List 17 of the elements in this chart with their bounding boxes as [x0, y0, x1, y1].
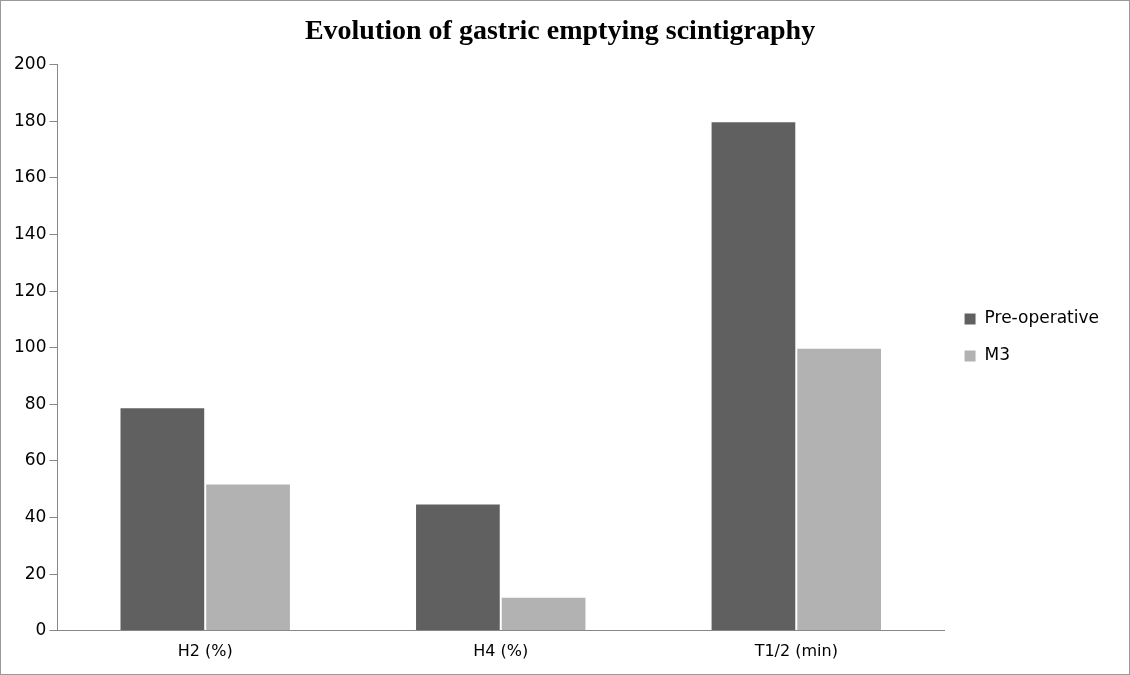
legend-label: Pre-operative — [984, 307, 1100, 328]
y-tick-label: 100 — [13, 336, 47, 357]
x-tick-label: T1/2 (min) — [753, 640, 838, 660]
y-tick-label: 60 — [24, 449, 47, 470]
x-tick-label: H4 (%) — [473, 640, 529, 660]
y-tick-label: 160 — [13, 166, 47, 187]
legend-label: M3 — [984, 344, 1011, 365]
y-tick-label: 80 — [24, 392, 47, 413]
y-tick-label: 20 — [24, 562, 47, 583]
y-tick-label: 140 — [13, 222, 47, 243]
chart-title: Evolution of gastric emptying scintigraphy — [304, 14, 816, 46]
y-tick-label: 120 — [13, 279, 47, 300]
y-tick-label: 40 — [24, 505, 47, 526]
y-tick-label: 0 — [35, 619, 47, 640]
x-tick-label: H2 (%) — [177, 640, 233, 660]
y-tick-label: 200 — [13, 53, 47, 74]
y-tick-label: 180 — [13, 109, 47, 130]
